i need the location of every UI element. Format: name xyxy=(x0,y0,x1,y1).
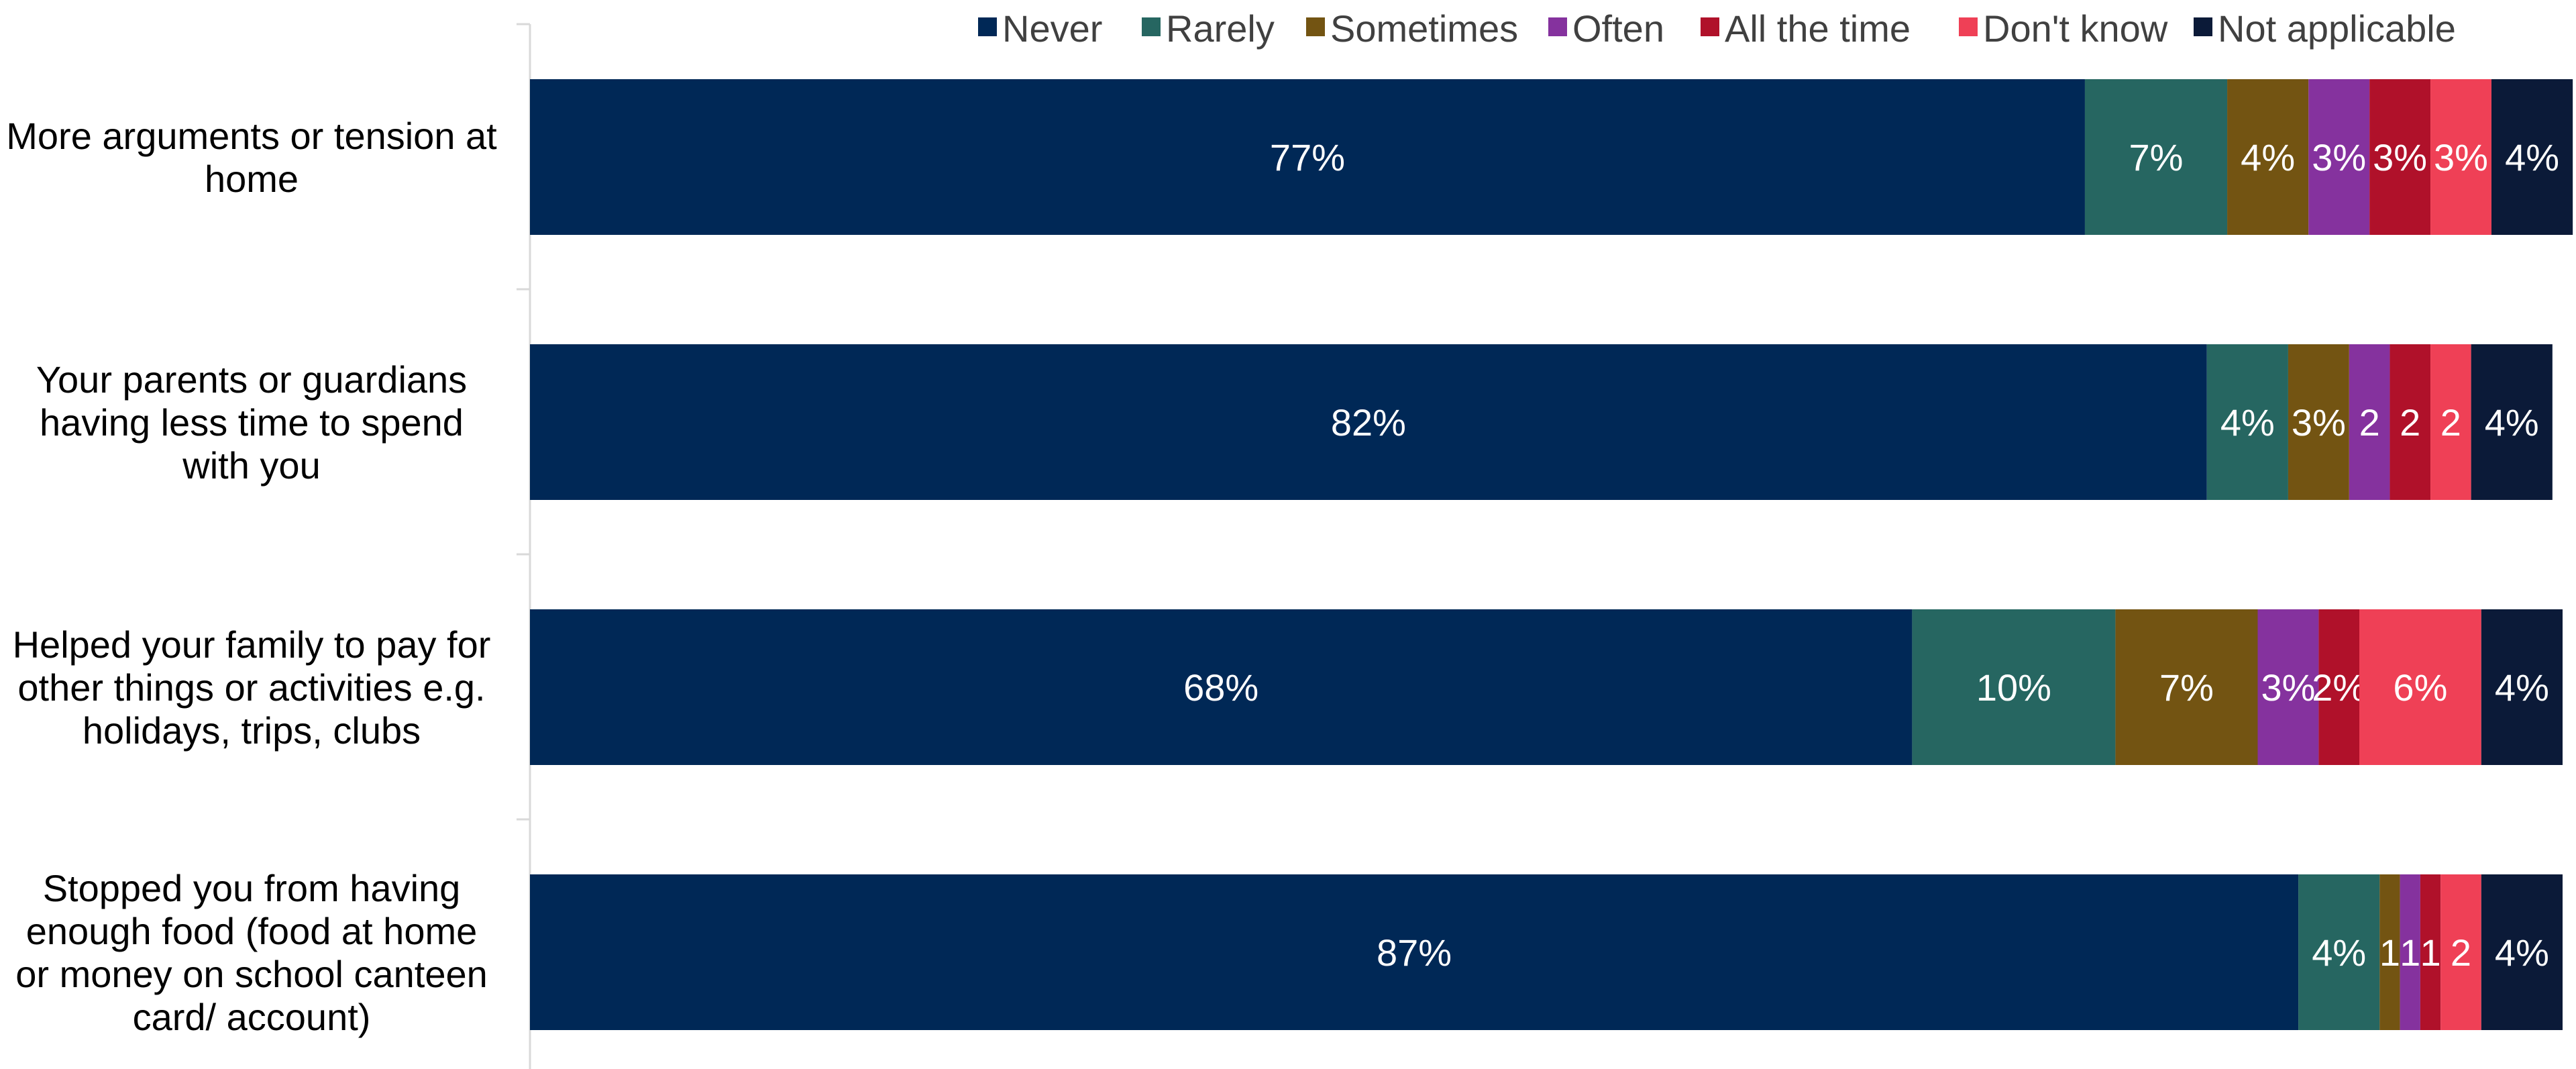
data-label-never: 82% xyxy=(1331,401,1406,444)
data-label-not-applicable: 4% xyxy=(2495,931,2549,974)
bar-segment-often xyxy=(2400,874,2420,1030)
legend-label-all-the-time: All the time xyxy=(1725,7,1911,50)
category-label: More arguments or tension at home xyxy=(6,115,497,200)
legend-item-don-t-know: Don't know xyxy=(1959,7,2168,50)
data-label-sometimes: 1 xyxy=(2379,931,2400,974)
data-label-rarely: 10% xyxy=(1976,666,2051,709)
bar-segment-never xyxy=(530,79,2085,235)
data-label-never: 77% xyxy=(1270,136,1345,179)
data-label-not-applicable: 4% xyxy=(2485,401,2539,444)
data-label-all-the-time: 3% xyxy=(2373,136,2427,179)
category-label: Your parents or guardians having less tim… xyxy=(36,358,467,487)
data-label-don-t-know: 2 xyxy=(2451,931,2471,974)
legend-item-not-applicable: Not applicable xyxy=(2194,7,2456,50)
category-label: Helped your family to pay for other thing… xyxy=(13,623,491,752)
bar-segment-sometimes xyxy=(2227,79,2309,235)
bar-segment-never xyxy=(530,874,2299,1030)
data-label-sometimes: 4% xyxy=(2241,136,2295,179)
y-axis xyxy=(517,23,531,1069)
bar-segment-not-applicable xyxy=(2481,874,2563,1030)
bar-segment-often xyxy=(2257,609,2319,765)
legend-label-not-applicable: Not applicable xyxy=(2218,7,2456,50)
bar-row-1: 77% 7% 4% 3% 3% 3% 4% xyxy=(530,79,2573,235)
bar-segment-sometimes xyxy=(2115,609,2258,765)
data-label-often: 2 xyxy=(2359,401,2380,444)
legend-item-rarely: Rarely xyxy=(1142,7,1275,50)
legend-swatch-often xyxy=(1548,17,1567,36)
bar-segment-all-the-time xyxy=(2369,79,2431,235)
bar-segment-all-the-time xyxy=(2318,609,2359,765)
legend: Never Rarely Sometimes Often All the time Don… xyxy=(978,7,2456,50)
bar-segment-often xyxy=(2349,344,2390,500)
data-label-never: 87% xyxy=(1377,931,1452,974)
legend-item-never: Never xyxy=(978,7,1102,50)
bar-segment-all-the-time xyxy=(2420,874,2441,1030)
legend-label-don-t-know: Don't know xyxy=(1983,7,2168,50)
legend-swatch-don-t-know xyxy=(1959,17,1978,36)
legend-label-often: Often xyxy=(1572,7,1664,50)
legend-item-sometimes: Sometimes xyxy=(1306,7,1518,50)
bar-segment-rarely xyxy=(2298,874,2380,1030)
bar-segment-sometimes xyxy=(2288,344,2349,500)
data-label-never: 68% xyxy=(1183,666,1258,709)
data-label-sometimes: 3% xyxy=(2292,401,2346,444)
legend-item-often: Often xyxy=(1548,7,1664,50)
bar-segment-don-t-know xyxy=(2430,79,2491,235)
bar-segment-all-the-time xyxy=(2390,344,2431,500)
data-label-all-the-time: 2% xyxy=(2312,666,2366,709)
bar-segment-not-applicable xyxy=(2471,344,2553,500)
bar-segment-not-applicable xyxy=(2481,609,2563,765)
data-label-all-the-time: 2 xyxy=(2400,401,2420,444)
legend-swatch-rarely xyxy=(1142,17,1161,36)
bar-segment-don-t-know xyxy=(2440,874,2481,1030)
data-label-often: 3% xyxy=(2261,666,2315,709)
bar-segment-don-t-know xyxy=(2430,344,2471,500)
bar-segment-sometimes xyxy=(2379,874,2400,1030)
bar-segment-rarely xyxy=(1912,609,2116,765)
bar-row-4: 87% 4% 1 1 1 2 4% xyxy=(530,874,2563,1030)
category-labels: More arguments or tension at home Your par… xyxy=(6,115,497,1038)
data-label-don-t-know: 3% xyxy=(2434,136,2488,179)
legend-swatch-sometimes xyxy=(1306,17,1325,36)
legend-item-all-the-time: All the time xyxy=(1701,7,1911,50)
data-label-not-applicable: 4% xyxy=(2495,666,2549,709)
data-label-don-t-know: 2 xyxy=(2440,401,2461,444)
bar-segment-rarely xyxy=(2206,344,2288,500)
legend-label-sometimes: Sometimes xyxy=(1330,7,1518,50)
bar-segment-not-applicable xyxy=(2491,79,2573,235)
legend-swatch-never xyxy=(978,17,997,36)
bars: 77% 7% 4% 3% 3% 3% 4%82% 4% 3% 2 2 2 4%68% 10% 7% 3%2% 6… xyxy=(530,79,2573,1030)
legend-label-never: Never xyxy=(1002,7,1102,50)
data-label-all-the-time: 1 xyxy=(2420,931,2440,974)
data-label-often: 1 xyxy=(2400,931,2420,974)
bar-segment-often xyxy=(2308,79,2370,235)
legend-swatch-not-applicable xyxy=(2194,17,2212,36)
data-label-don-t-know: 6% xyxy=(2393,666,2447,709)
bar-segment-never xyxy=(530,344,2207,500)
bar-segment-rarely xyxy=(2084,79,2228,235)
bar-row-2: 82% 4% 3% 2 2 2 4% xyxy=(530,344,2553,500)
legend-label-rarely: Rarely xyxy=(1166,7,1275,50)
category-label: Stopped you from having enough food (food… xyxy=(15,867,488,1038)
bar-segment-never xyxy=(530,609,1913,765)
data-label-not-applicable: 4% xyxy=(2505,136,2559,179)
data-label-rarely: 4% xyxy=(2220,401,2275,444)
bar-segment-don-t-know xyxy=(2359,609,2481,765)
data-label-often: 3% xyxy=(2312,136,2366,179)
data-label-rarely: 4% xyxy=(2312,931,2366,974)
legend-swatch-all-the-time xyxy=(1701,17,1719,36)
data-label-rarely: 7% xyxy=(2129,136,2184,179)
data-label-sometimes: 7% xyxy=(2159,666,2214,709)
bar-row-3: 68% 10% 7% 3%2% 6% 4% xyxy=(530,609,2563,765)
